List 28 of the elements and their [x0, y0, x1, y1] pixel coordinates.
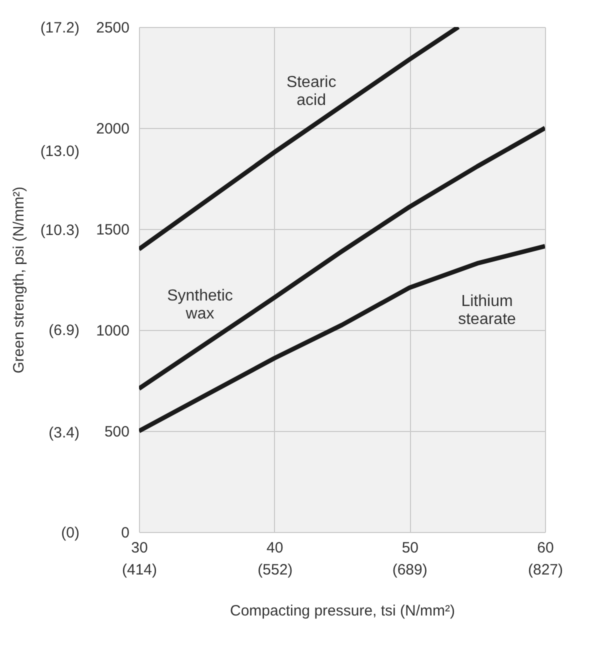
y2-tick-label: (17.2) [40, 20, 80, 36]
y-tick-label: 500 [104, 424, 130, 440]
series-label: Synthetic wax [167, 288, 233, 323]
y-tick-label: 2000 [96, 120, 130, 138]
x-tick-label: 40 [266, 540, 284, 556]
line-series [139, 27, 461, 252]
line-series [139, 244, 545, 434]
x2-tick-label: (552) [258, 562, 293, 578]
x2-tick-label: (827) [528, 562, 564, 578]
y2-tick-label: (10.3) [40, 222, 80, 240]
series-label: Stearic acid [286, 74, 336, 110]
y2-tick-label: (0) [61, 524, 80, 542]
x-axis-title: Compacting pressure, tsi (N/mm²) [230, 602, 456, 620]
y-tick-label: 0 [121, 524, 130, 542]
line-series [139, 126, 545, 391]
y-tick-label: 1500 [96, 222, 130, 238]
series-label: Lithium stearate [458, 293, 516, 328]
x-tick-label: 50 [402, 540, 419, 556]
y2-tick-label: (6.9) [48, 322, 80, 339]
y-tick-label: 1000 [96, 322, 130, 340]
y-tick-label: 2500 [96, 20, 130, 36]
x2-tick-label: (414) [122, 562, 158, 578]
x-tick-label: 60 [537, 540, 554, 556]
y2-tick-label: (13.0) [40, 142, 80, 160]
y2-tick-label: (3.4) [48, 424, 80, 442]
x2-tick-label: (689) [392, 562, 428, 578]
y2-axis-title: Green strength, psi (N/mm²) [10, 186, 28, 374]
x-tick-label: 30 [131, 540, 148, 556]
